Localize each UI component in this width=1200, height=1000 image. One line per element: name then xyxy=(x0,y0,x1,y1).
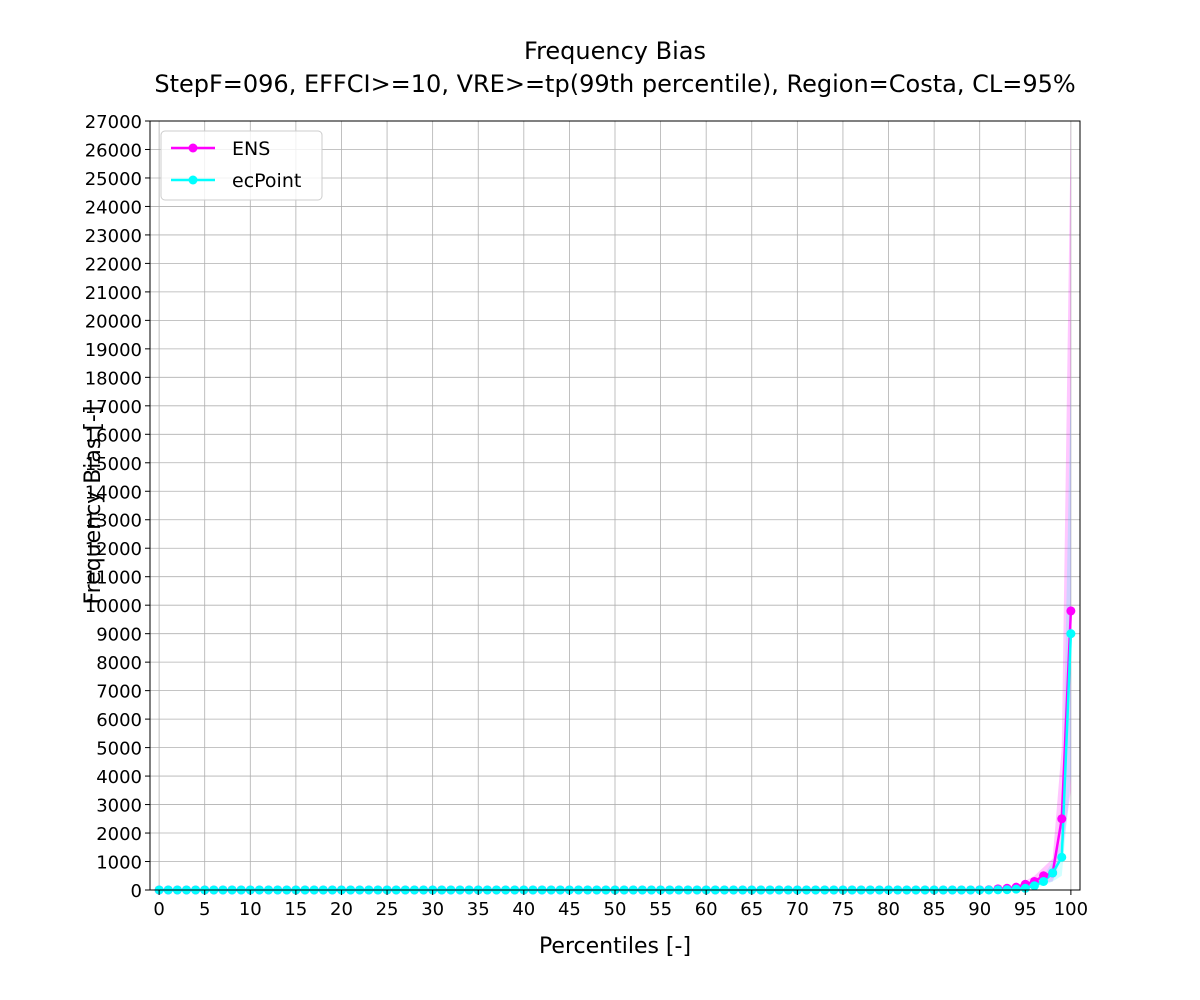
y-tick-label: 22000 xyxy=(85,254,142,275)
y-tick-label: 14000 xyxy=(85,482,142,503)
y-tick-label: 9000 xyxy=(96,625,142,646)
x-tick-label: 80 xyxy=(877,899,900,920)
y-tick-label: 15000 xyxy=(85,454,142,475)
y-tick-label: 0 xyxy=(131,881,142,902)
x-tick-label: 30 xyxy=(421,899,444,920)
x-axis-ticks: 0 5 10 15 20 25 30 35 40 45 50 55 60 65 70 75 80 85 90 95 10… xyxy=(153,890,1088,920)
x-tick-label: 100 xyxy=(1054,899,1088,920)
legend-marker-ens xyxy=(188,143,198,153)
data-point-ecpoint xyxy=(1011,884,1021,894)
y-tick-label: 4000 xyxy=(96,767,142,788)
y-tick-label: 17000 xyxy=(85,397,142,418)
y-tick-label: 10000 xyxy=(85,596,142,617)
legend-marker-ecpoint xyxy=(188,175,198,185)
legend: ENS ecPoint xyxy=(160,130,323,201)
x-tick-label: 75 xyxy=(831,899,854,920)
x-tick-label: 95 xyxy=(1014,899,1037,920)
y-tick-label: 1000 xyxy=(96,853,142,874)
x-tick-label: 45 xyxy=(558,899,581,920)
x-tick-label: 0 xyxy=(153,899,164,920)
chart-subtitle: StepF=096, EFFCI>=10, VRE>=tp(99th perce… xyxy=(154,70,1075,98)
x-tick-label: 5 xyxy=(199,899,210,920)
x-tick-label: 85 xyxy=(923,899,946,920)
y-tick-label: 13000 xyxy=(85,511,142,532)
y-tick-label: 8000 xyxy=(96,653,142,674)
y-tick-label: 16000 xyxy=(85,425,142,446)
y-tick-label: 24000 xyxy=(85,197,142,218)
x-tick-label: 25 xyxy=(376,899,399,920)
y-tick-label: 5000 xyxy=(96,739,142,760)
legend-label-ecpoint: ecPoint xyxy=(232,170,301,192)
x-tick-label: 10 xyxy=(239,899,262,920)
grid-lines xyxy=(150,120,1080,891)
y-tick-label: 27000 xyxy=(85,112,142,133)
y-tick-label: 11000 xyxy=(85,568,142,589)
data-point-ecpoint xyxy=(1048,868,1058,878)
y-tick-label: 23000 xyxy=(85,226,142,247)
data-point-ecpoint xyxy=(1029,881,1039,891)
y-tick-label: 2000 xyxy=(96,824,142,845)
y-tick-label: 19000 xyxy=(85,340,142,361)
legend-label-ens: ENS xyxy=(232,138,270,160)
x-tick-label: 35 xyxy=(467,899,490,920)
x-axis-label: Percentiles [-] xyxy=(539,934,691,959)
x-tick-label: 15 xyxy=(284,899,307,920)
data-point-ecpoint xyxy=(1057,852,1067,862)
y-tick-label: 25000 xyxy=(85,169,142,190)
data-point-ens xyxy=(1057,814,1067,824)
data-point-ecpoint xyxy=(1066,629,1076,639)
x-tick-label: 90 xyxy=(968,899,991,920)
y-tick-label: 6000 xyxy=(96,710,142,731)
y-tick-label: 20000 xyxy=(85,311,142,332)
y-tick-label: 21000 xyxy=(85,283,142,304)
y-axis-ticks: 0 1000 2000 3000 4000 5000 6000 7000 8000 9000 100… xyxy=(85,112,150,902)
x-tick-label: 70 xyxy=(786,899,809,920)
y-tick-label: 26000 xyxy=(85,140,142,161)
chart-title: Frequency Bias xyxy=(524,37,706,65)
data-point-ens xyxy=(1066,606,1076,616)
y-tick-label: 12000 xyxy=(85,539,142,560)
x-tick-label: 40 xyxy=(512,899,535,920)
x-tick-label: 50 xyxy=(604,899,627,920)
x-tick-label: 20 xyxy=(330,899,353,920)
y-tick-label: 7000 xyxy=(96,682,142,703)
data-point-ecpoint xyxy=(1020,883,1030,893)
y-tick-label: 3000 xyxy=(96,796,142,817)
x-tick-label: 65 xyxy=(740,899,763,920)
x-tick-label: 60 xyxy=(695,899,718,920)
data-point-ecpoint xyxy=(1039,876,1049,886)
y-axis-label: Frequency Bias [-] xyxy=(81,406,106,605)
x-tick-label: 55 xyxy=(649,899,672,920)
y-tick-label: 18000 xyxy=(85,368,142,389)
